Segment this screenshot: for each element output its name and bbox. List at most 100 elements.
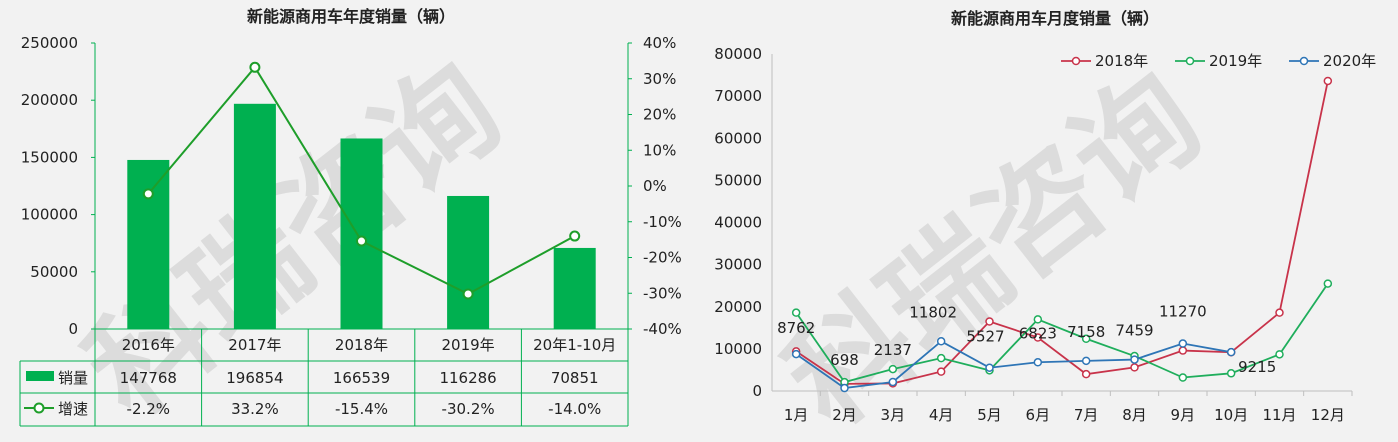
- data-label-2020: 11802: [909, 303, 957, 321]
- series-point: [1081, 369, 1091, 379]
- watermark-right: 科瑞咨询: [762, 48, 1226, 442]
- month-xtick-label: 8月: [1122, 406, 1147, 424]
- table-sales-cell: 166539: [333, 369, 390, 387]
- growth-point-1: [249, 61, 261, 73]
- right-ytick-label: -20%: [643, 249, 682, 267]
- month-ytick-label: 40000: [714, 214, 762, 232]
- series-point: [888, 364, 898, 374]
- legend-line-marker: [33, 402, 45, 414]
- data-label-2020: 7158: [1067, 323, 1105, 341]
- legend-label: 2020年: [1323, 52, 1376, 70]
- table-sales-cell: 147768: [120, 369, 177, 387]
- series-point: [1081, 356, 1091, 366]
- series-point: [1226, 369, 1236, 378]
- legend-marker: [1299, 56, 1309, 66]
- series-point: [1275, 308, 1284, 317]
- legend-bar-swatch: [26, 371, 54, 381]
- series-point: [1033, 315, 1043, 324]
- month-xtick-label: 3月: [881, 406, 906, 424]
- right-ytick-label: -10%: [643, 213, 682, 231]
- data-label-2020: 698: [830, 351, 859, 369]
- series-point: [1226, 347, 1236, 357]
- left-ytick-label: 200000: [21, 91, 78, 109]
- series-line-2019年: [795, 283, 1329, 384]
- series-point: [1178, 346, 1188, 355]
- series-point: [1275, 350, 1284, 359]
- right-ytick-label: 30%: [643, 70, 676, 88]
- series-point: [1033, 358, 1043, 367]
- month-xtick-label: 5月: [977, 406, 1002, 424]
- data-label-2020: 2137: [874, 341, 912, 359]
- left-ytick-label: 250000: [21, 34, 78, 52]
- series-point: [1130, 355, 1139, 364]
- bar-2: [340, 138, 383, 329]
- month-ytick-label: 50000: [714, 171, 762, 189]
- table-header-cell: 20年1-10月: [533, 336, 616, 354]
- month-ytick-label: 80000: [714, 45, 762, 63]
- series-point: [791, 308, 801, 317]
- table-growth-cell: -2.2%: [127, 400, 171, 418]
- month-xtick-label: 6月: [1026, 406, 1051, 424]
- table-sales-cell: 70851: [551, 369, 599, 387]
- growth-point-3: [462, 288, 474, 300]
- right-chart-title: 新能源商用车月度销量（辆）: [951, 9, 1159, 28]
- table-header-cell: 2019年: [442, 336, 495, 354]
- right-ytick-label: -30%: [643, 284, 682, 302]
- table-growth-cell: -15.4%: [335, 400, 388, 418]
- month-xtick-label: 10月: [1214, 406, 1248, 424]
- month-xtick-label: 12月: [1311, 406, 1345, 424]
- series-point: [1130, 363, 1139, 372]
- series-line-2020年: [795, 340, 1232, 389]
- series-point: [1178, 373, 1188, 382]
- month-ytick-label: 30000: [714, 256, 762, 274]
- series-point: [840, 383, 849, 393]
- legend-line-label: 增速: [58, 400, 88, 418]
- month-ytick-label: 70000: [714, 87, 762, 105]
- right-ytick-label: 40%: [643, 34, 676, 52]
- left-ytick-label: 50000: [30, 263, 78, 281]
- data-label-2020: 7459: [1115, 322, 1153, 340]
- month-xtick-label: 11月: [1262, 406, 1296, 424]
- right-ytick-label: 20%: [643, 106, 676, 124]
- legend-marker: [1071, 56, 1081, 66]
- series-point: [791, 349, 801, 359]
- bar-0: [127, 159, 170, 329]
- month-xtick-label: 1月: [784, 406, 809, 424]
- month-xtick-label: 2月: [832, 406, 857, 424]
- data-label-2020: 11270: [1159, 303, 1207, 321]
- data-label-2020: 5527: [966, 328, 1004, 346]
- series-point: [985, 363, 994, 372]
- table-growth-cell: -14.0%: [548, 400, 601, 418]
- left-chart-title: 新能源商用车年度销量（辆）: [247, 7, 455, 26]
- legend-marker: [1185, 56, 1195, 66]
- month-xtick-label: 7月: [1074, 406, 1099, 424]
- legend-label: 2019年: [1209, 52, 1262, 70]
- legend-label: 2018年: [1095, 52, 1148, 70]
- growth-point-2: [356, 235, 367, 247]
- bar-3: [447, 195, 490, 329]
- right-ytick-label: 0%: [643, 177, 667, 195]
- left-ytick-label: 100000: [21, 206, 78, 224]
- month-xtick-label: 9月: [1171, 406, 1196, 424]
- left-ytick-label: 150000: [21, 148, 78, 166]
- table-growth-cell: 33.2%: [231, 400, 279, 418]
- data-label-2020: 9215: [1238, 358, 1276, 376]
- legend-bar-label: 销量: [58, 369, 88, 387]
- left-ytick-label: 0: [68, 320, 78, 338]
- table-sales-cell: 196854: [226, 369, 283, 387]
- data-label-2020: 6823: [1019, 324, 1057, 342]
- month-ytick-label: 10000: [714, 340, 762, 358]
- series-point: [1323, 279, 1333, 288]
- data-label-2020: 8762: [777, 319, 815, 337]
- month-xtick-label: 4月: [929, 406, 954, 424]
- growth-point-4: [569, 230, 581, 242]
- bar-1: [233, 103, 276, 329]
- table-header-cell: 2018年: [335, 336, 388, 354]
- month-ytick-label: 60000: [714, 129, 762, 147]
- series-point: [1081, 334, 1091, 344]
- table-header-cell: 2016年: [122, 336, 175, 354]
- month-ytick-label: 0: [752, 382, 762, 400]
- series-point: [1323, 76, 1333, 86]
